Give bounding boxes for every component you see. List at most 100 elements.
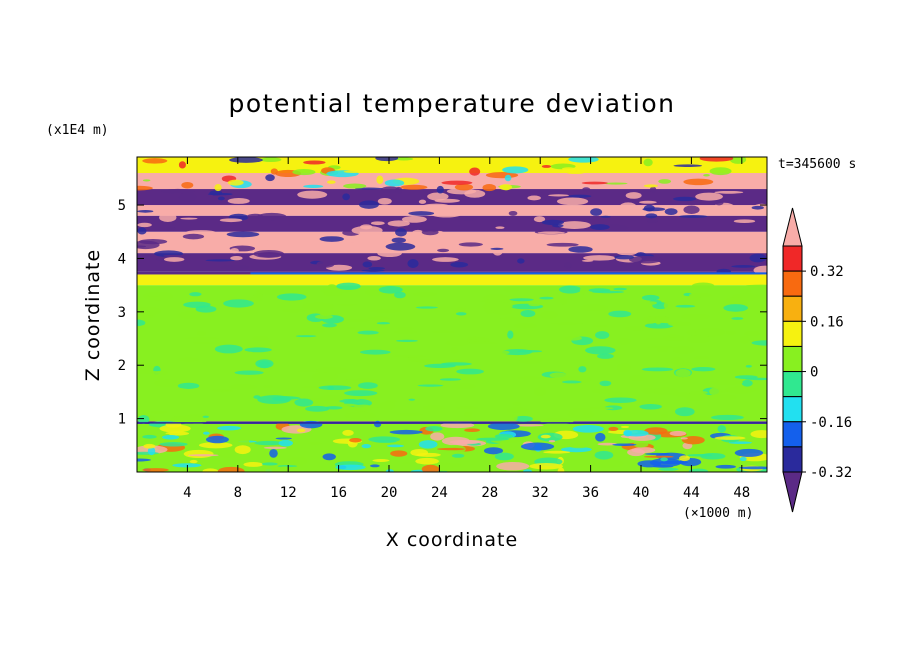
texture-blob [647, 219, 658, 223]
texture-blob [378, 169, 404, 174]
texture-blob [219, 218, 243, 223]
texture-blob [629, 255, 663, 264]
texture-blob [723, 304, 748, 312]
texture-blob [560, 446, 592, 453]
texture-blob [407, 259, 419, 268]
texture-blob [394, 346, 405, 350]
texture-blob [311, 372, 339, 382]
texture-blob [230, 255, 243, 261]
texture-blob [260, 157, 282, 163]
texture-blob [137, 458, 151, 462]
texture-blob [668, 321, 692, 327]
texture-blob [624, 325, 653, 331]
texture-blob [643, 158, 653, 167]
texture-blob [368, 267, 385, 270]
texture-blob [305, 405, 330, 412]
texture-blob [178, 192, 197, 202]
texture-blob [223, 299, 254, 308]
colorbar-label: 0.32 [810, 264, 844, 280]
texture-blob [439, 378, 461, 381]
texture-blob [483, 447, 504, 455]
texture-blob [552, 224, 564, 228]
texture-blob [506, 407, 529, 414]
texture-blob [497, 216, 507, 223]
texture-blob [178, 311, 203, 319]
texture-blob [367, 255, 381, 261]
texture-blob [541, 165, 552, 168]
texture-blob [234, 445, 251, 455]
texture-blob [699, 157, 734, 162]
texture-blob [380, 186, 400, 194]
texture-blob [295, 335, 317, 338]
texture-blob [680, 313, 710, 320]
texture-blob [369, 309, 403, 313]
texture-blob [362, 261, 373, 268]
texture-blob [546, 242, 579, 247]
texture-blob [376, 175, 384, 184]
texture-blob [643, 184, 658, 188]
texture-blob [327, 386, 334, 390]
texture-blob [592, 388, 613, 394]
texture-blob [248, 375, 268, 380]
texture-blob [683, 178, 714, 186]
texture-blob [217, 466, 245, 472]
texture-blob [724, 386, 756, 394]
texture-blob [214, 184, 222, 192]
y-tick-label: 2 [118, 358, 126, 374]
texture-blob [159, 442, 188, 447]
texture-blob [373, 439, 397, 443]
texture-blob [449, 439, 480, 445]
texture-blob [548, 439, 556, 443]
texture-blob [277, 465, 298, 468]
texture-blob [207, 459, 222, 465]
texture-blob [455, 406, 479, 410]
texture-blob [263, 446, 287, 449]
texture-blob [373, 420, 382, 428]
texture-blob [579, 304, 608, 312]
colorbar: 0.32 0.16 0 -0.16 -0.32 [782, 207, 852, 513]
texture-blob [270, 168, 278, 175]
texture-blob [415, 306, 438, 309]
texture-blob [142, 158, 168, 164]
colorbar-segment [782, 345, 803, 373]
texture-blob [367, 316, 389, 320]
texture-blob [608, 426, 619, 432]
texture-blob [502, 348, 533, 356]
texture-blob [709, 167, 732, 176]
texture-blob [150, 410, 168, 414]
texture-blob [641, 388, 656, 394]
texture-blob [464, 411, 473, 418]
texture-blob [658, 467, 679, 471]
texture-blob [359, 349, 391, 355]
texture-blob [458, 242, 483, 247]
texture-blob [227, 179, 244, 186]
texture-blob [642, 338, 672, 341]
texture-blob [301, 326, 326, 334]
texture-blob [394, 291, 406, 299]
contour-band-11 [137, 157, 767, 174]
texture-blob [673, 164, 703, 168]
colorbar-segment [782, 270, 803, 297]
texture-blob [256, 287, 284, 295]
texture-blob [649, 186, 657, 193]
texture-blob [257, 212, 287, 221]
texture-blob [327, 284, 337, 289]
colorbar-arrow-top [782, 207, 803, 247]
texture-blob [558, 285, 582, 294]
texture-blob [454, 183, 474, 191]
texture-blob [372, 459, 390, 462]
texture-blob [137, 245, 147, 248]
texture-blob [277, 293, 307, 301]
texture-blob [500, 317, 524, 320]
texture-blob [183, 449, 214, 459]
colorbar-segment [782, 320, 803, 347]
texture-blob [616, 363, 631, 372]
texture-blob [227, 198, 250, 204]
x-axis: 4 8 12 16 20 24 28 32 36 40 44 48 [183, 157, 750, 501]
texture-blob [336, 303, 358, 306]
texture-blob [738, 466, 767, 470]
texture-blob [746, 162, 765, 172]
texture-blob [675, 369, 691, 378]
texture-blob [412, 291, 437, 297]
texture-blob [617, 337, 631, 345]
